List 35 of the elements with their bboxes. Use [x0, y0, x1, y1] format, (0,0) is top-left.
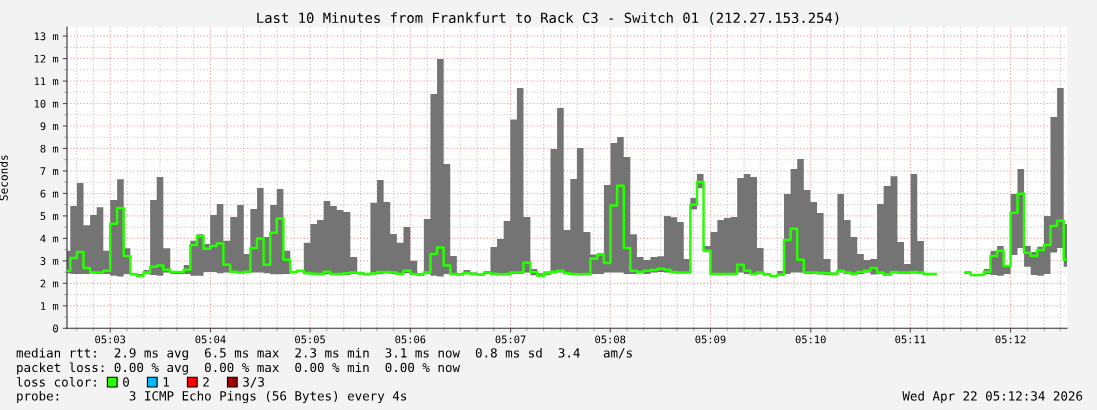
y-tick-label: 13 m: [34, 32, 59, 41]
y-tick-label: 1 m: [41, 302, 59, 310]
y-tick-label: 6 m: [40, 189, 59, 198]
y-axis-title: Seconds: [0, 155, 8, 201]
x-tick-label: 05:11: [895, 335, 926, 344]
legend-label: 1: [163, 377, 169, 387]
x-tick-label: 05:04: [195, 335, 226, 344]
x-tick-label: 05:06: [395, 335, 426, 344]
text: probe: 3 ICMP Echo Pings (56 Bytes) every 4s: [17, 390, 407, 404]
legend-label: 0: [123, 377, 129, 387]
y-tick-label: 10 m: [34, 99, 59, 108]
x-tick-label: 05:08: [595, 335, 626, 344]
text: Wed Apr 22 05:12:34 2026: [902, 390, 1083, 404]
y-tick-label: 4 m: [40, 234, 59, 243]
y-tick-label: 11 m: [34, 77, 59, 86]
text: median rtt: 2.9 ms avg 6.5 ms max 2.3 ms min 3.1 ms now 0.8 ms sd 3.4 am/s: [16, 347, 632, 361]
y-tick-label: 12 m: [34, 54, 59, 63]
y-tick-label: 9 m: [40, 122, 59, 131]
x-tick-label: 05:03: [95, 335, 126, 344]
y-tick-label: 8 m: [40, 144, 59, 153]
y-tick-label: 0: [53, 324, 58, 333]
x-tick-label: 05:09: [695, 335, 726, 344]
x-tick-label: 05:12: [995, 335, 1026, 344]
text: packet loss: 0.00 % avg 0.00 % max 0.00 % min 0.00 % now: [17, 362, 461, 375]
x-tick-label: 05:10: [795, 335, 826, 344]
chart-title: Last 10 Minutes from Frankfurt to Rack C3 - Switch 01 (212.27.153.254): [257, 12, 839, 25]
y-tick-label: 7 m: [40, 167, 59, 175]
y-tick-label: 5 m: [40, 212, 59, 221]
y-tick-label: 3 m: [40, 257, 59, 265]
legend-title: loss color:: [16, 376, 96, 387]
legend-label: 2: [203, 377, 209, 387]
x-tick-label: 05:05: [295, 335, 325, 344]
y-tick-label: 2 m: [40, 279, 59, 288]
legend-label: 3/3: [243, 377, 264, 388]
x-tick-label: 05:07: [495, 335, 526, 344]
